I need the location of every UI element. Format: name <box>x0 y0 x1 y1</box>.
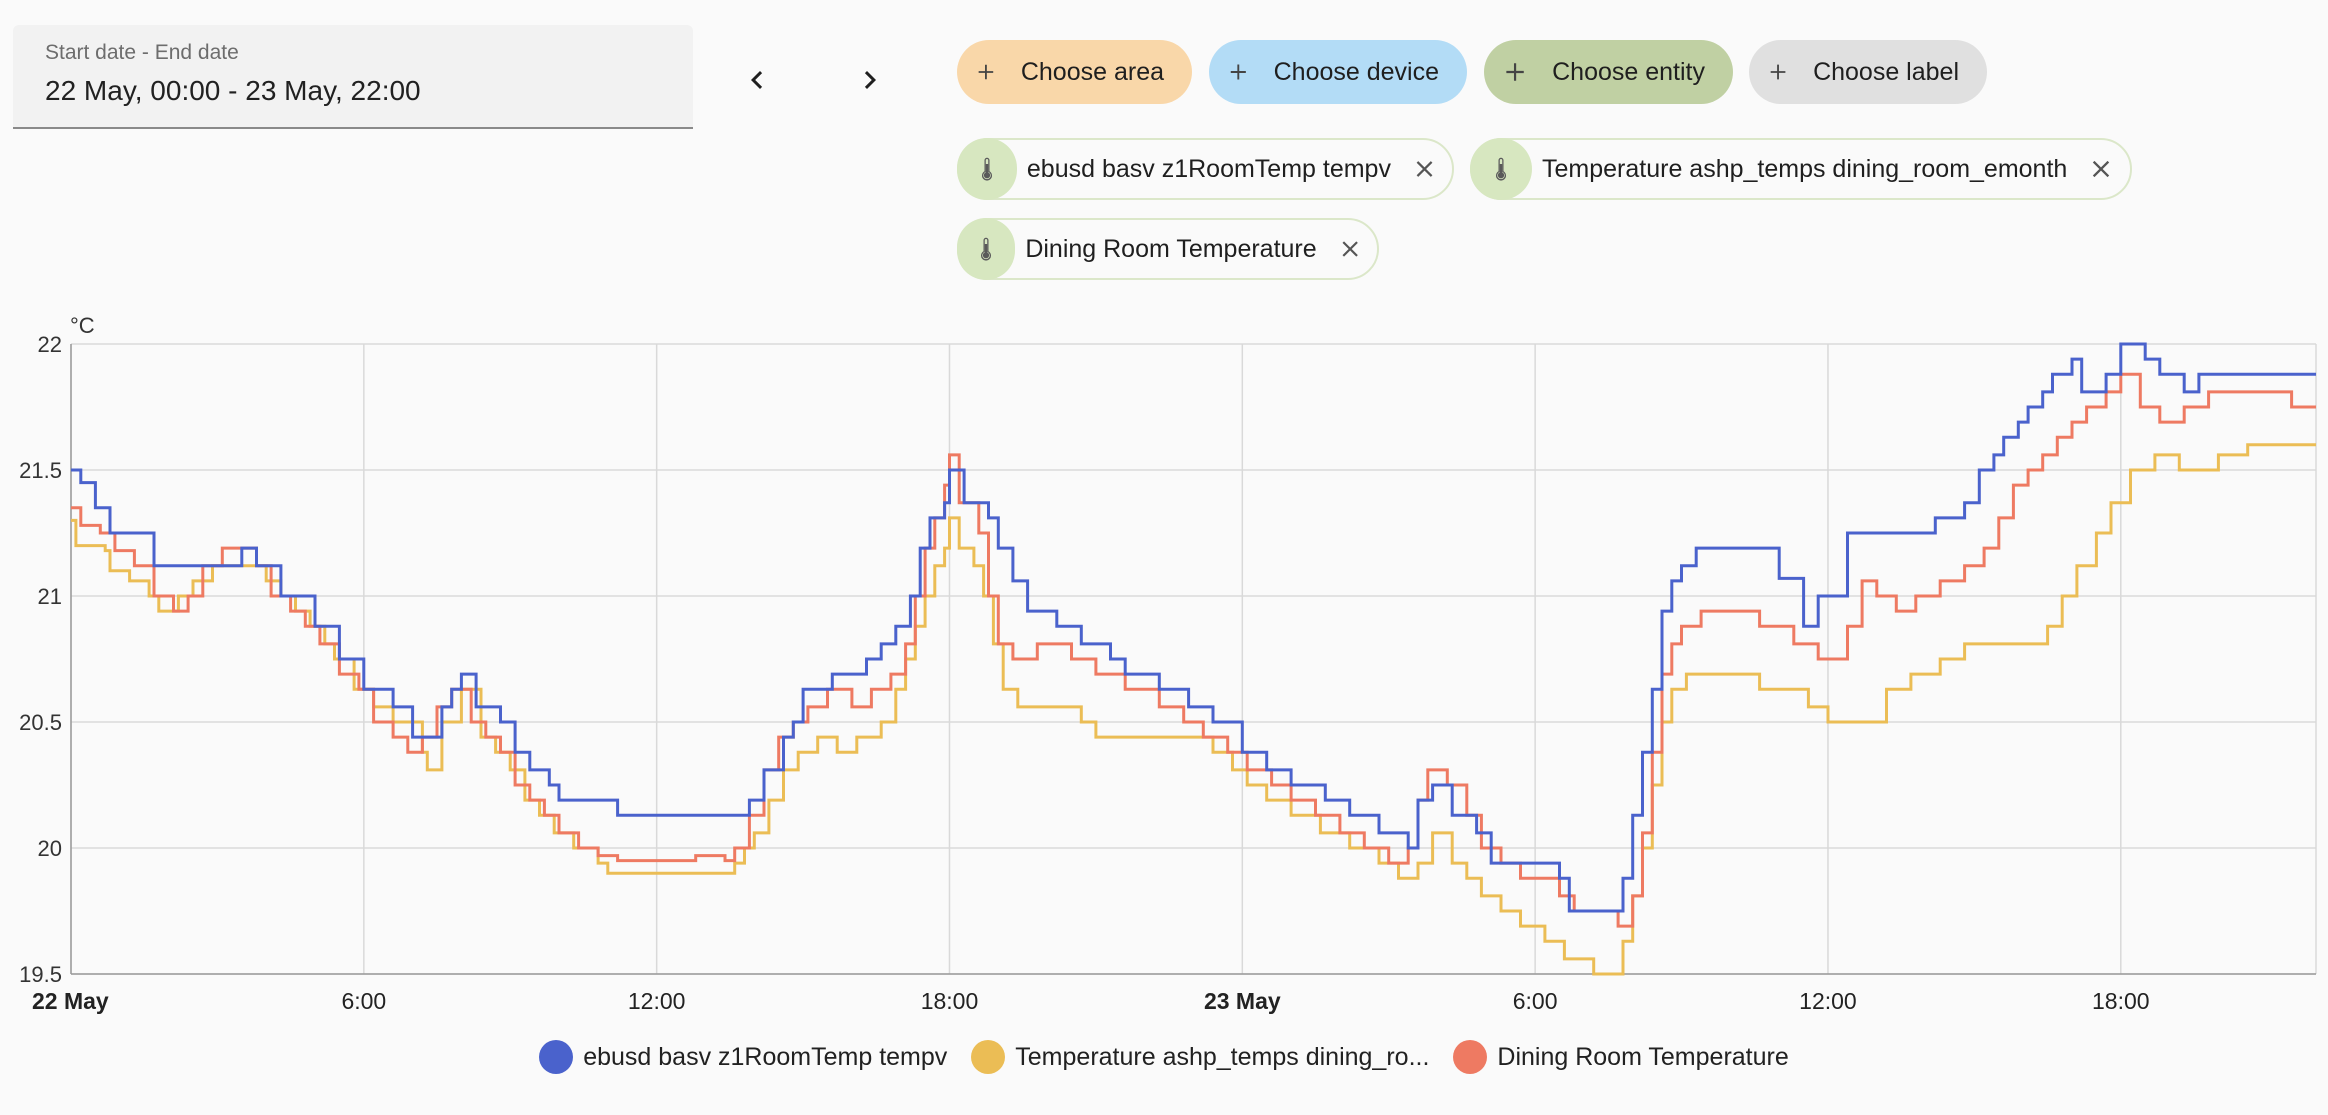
y-tick-label: 21.5 <box>19 458 62 483</box>
plus-icon <box>1506 63 1524 81</box>
legend-label: Temperature ashp_temps dining_ro... <box>1015 1042 1430 1071</box>
thermometer-icon <box>957 218 1016 280</box>
close-icon[interactable] <box>2087 155 2115 183</box>
plus-icon <box>978 64 994 80</box>
close-icon[interactable] <box>1337 235 1363 263</box>
legend-label: ebusd basv z1RoomTemp tempv <box>583 1042 948 1071</box>
legend-swatch <box>1453 1040 1488 1074</box>
next-period-button[interactable] <box>840 50 900 110</box>
entity-chip-label: ebusd basv z1RoomTemp tempv <box>1026 154 1391 183</box>
thermometer-icon <box>957 138 1017 200</box>
plus-icon <box>1230 64 1246 80</box>
legend-item-dining-room[interactable]: Dining Room Temperature <box>1453 1040 1789 1074</box>
legend-swatch <box>971 1040 1006 1074</box>
date-range-label: Start date - End date <box>45 41 239 64</box>
x-tick-label: 6:00 <box>341 988 386 1014</box>
y-tick-label: 22 <box>38 332 62 357</box>
entity-chip-dining-room: Dining Room Temperature <box>957 218 1379 280</box>
choose-device-label: Choose device <box>1273 57 1439 86</box>
choose-label-label: Choose label <box>1813 57 1959 86</box>
chevron-right-icon <box>864 71 876 89</box>
close-icon[interactable] <box>1411 155 1438 183</box>
date-range-value: 22 May, 00:00 - 23 May, 22:00 <box>45 75 421 106</box>
y-tick-label: 21 <box>38 584 62 609</box>
choose-label-button[interactable]: Choose label <box>1749 40 1987 104</box>
entity-chip-ebusd: ebusd basv z1RoomTemp tempv <box>957 138 1454 200</box>
history-chart[interactable]: °C 22 21.5 21 20.5 20 19.522 May 6:00 12:00 18:00… <box>0 300 2328 1020</box>
entity-chip-ashp-temps: Temperature ashp_temps dining_room_emont… <box>1470 138 2132 200</box>
choose-entity-button[interactable]: Choose entity <box>1484 40 1733 104</box>
x-tick-label: 12:00 <box>628 988 686 1014</box>
x-tick-label: 12:00 <box>1799 988 1857 1014</box>
series-line <box>71 443 2316 976</box>
entity-chip-label: Dining Room Temperature <box>1025 234 1317 263</box>
x-tick-label: 18:00 <box>2092 988 2150 1014</box>
y-tick-label: 19.5 <box>19 962 62 987</box>
plus-icon <box>1770 64 1786 80</box>
chevron-left-icon <box>751 71 763 89</box>
legend-swatch <box>539 1040 574 1074</box>
entity-chip-label: Temperature ashp_temps dining_room_emont… <box>1542 154 2068 183</box>
x-tick-label: 23 May <box>1204 988 1281 1014</box>
previous-period-button[interactable] <box>727 50 787 110</box>
y-axis-unit: °C <box>70 313 95 338</box>
choose-entity-label: Choose entity <box>1552 57 1705 86</box>
x-tick-label: 18:00 <box>921 988 979 1014</box>
legend-item-ashp-temps[interactable]: Temperature ashp_temps dining_ro... <box>971 1040 1429 1074</box>
choose-area-button[interactable]: Choose area <box>957 40 1192 104</box>
y-tick-label: 20.5 <box>19 710 62 735</box>
legend-item-ebusd[interactable]: ebusd basv z1RoomTemp tempv <box>539 1040 947 1074</box>
choose-area-label: Choose area <box>1020 57 1164 86</box>
series-line <box>71 372 2316 928</box>
x-tick-label: 6:00 <box>1513 988 1558 1014</box>
series-line <box>71 342 2316 913</box>
legend-label: Dining Room Temperature <box>1497 1042 1789 1071</box>
chart-legend: ebusd basv z1RoomTemp tempv Temperature … <box>0 1040 2328 1074</box>
thermometer-icon <box>1470 138 1532 200</box>
date-range-picker[interactable]: Start date - End date 22 May, 00:00 - 23… <box>13 25 693 129</box>
y-tick-label: 20 <box>38 836 62 861</box>
choose-device-button[interactable]: Choose device <box>1209 40 1467 104</box>
x-tick-label: 22 May <box>32 988 109 1014</box>
